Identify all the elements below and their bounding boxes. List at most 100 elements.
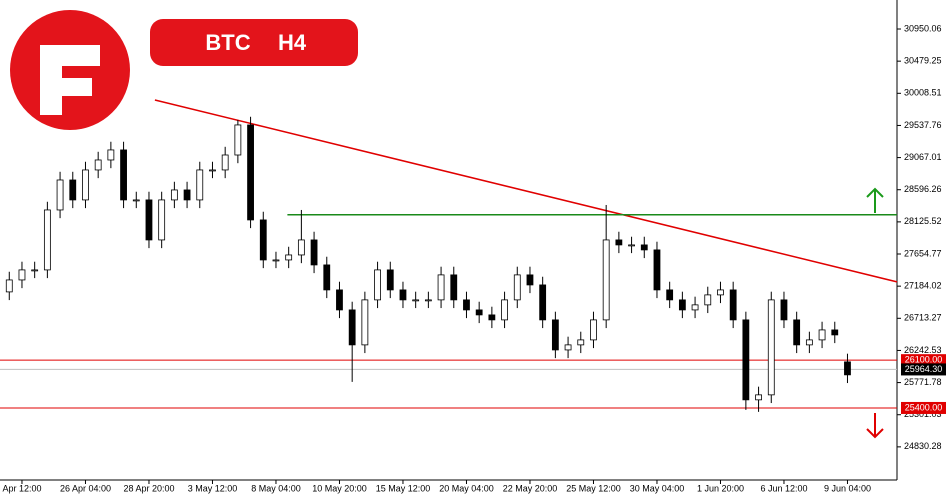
candle-body — [82, 169, 89, 201]
y-tick-label: 24830.28 — [904, 441, 942, 451]
candle-body — [513, 274, 521, 301]
level-label-bg — [901, 354, 946, 367]
candle-body — [717, 289, 724, 296]
candle-body — [628, 244, 635, 247]
badge: BTC H4 — [150, 19, 358, 66]
candle-body — [69, 179, 77, 201]
y-tick-label: 28125.52 — [904, 216, 942, 226]
candle-body — [640, 244, 648, 251]
candle-body — [780, 299, 788, 321]
candle-body — [704, 294, 712, 306]
y-tick-label: 30950.06 — [904, 23, 942, 33]
level-label-bg — [901, 401, 946, 414]
x-tick-label: 15 May 12:00 — [376, 483, 431, 493]
y-tick-label: 29067.01 — [904, 152, 942, 162]
candle-body — [818, 329, 826, 341]
candle-body — [310, 239, 318, 266]
y-tick-label: 27654.77 — [904, 248, 942, 258]
x-tick-label: 10 May 20:00 — [312, 483, 367, 493]
level-label: 25400.00 — [905, 402, 943, 412]
y-tick-label: 25301.03 — [904, 409, 942, 419]
candle-body — [691, 304, 699, 311]
candle-body — [666, 289, 674, 301]
candle-body — [272, 259, 280, 262]
x-tick-label: 8 May 04:00 — [251, 483, 301, 493]
y-tick-label: 25771.78 — [904, 377, 942, 387]
trendline — [154, 99, 898, 283]
y-tick-label: 30479.25 — [904, 56, 942, 66]
plot — [0, 99, 898, 412]
candle-body — [475, 309, 483, 316]
candle-body — [259, 219, 267, 261]
candle-body — [501, 299, 508, 321]
y-tick-label: 26242.53 — [904, 345, 942, 355]
candle-body — [221, 154, 229, 171]
x-tick-label: 9 Jun 04:00 — [824, 483, 871, 493]
candle-body — [653, 249, 661, 291]
candle-body — [615, 239, 623, 246]
candle-body — [831, 329, 839, 336]
y-tick-label: 29537.76 — [904, 120, 942, 130]
x-tick-label: 30 May 04:00 — [630, 483, 685, 493]
candle-body — [678, 299, 686, 311]
x-tick-label: 1 Jun 20:00 — [697, 483, 744, 493]
x-tick-label: 25 May 12:00 — [566, 483, 621, 493]
candle-body — [590, 319, 597, 341]
candle-body — [412, 299, 420, 302]
candle-body — [463, 299, 470, 311]
candle-body — [297, 239, 305, 256]
logo — [10, 10, 130, 130]
candle-body — [209, 169, 216, 172]
candle-body — [564, 344, 572, 351]
candle-body — [539, 284, 547, 321]
candle-body — [196, 169, 204, 201]
candle-body — [132, 199, 140, 202]
candle-body — [437, 274, 445, 301]
arrow-down — [866, 413, 884, 439]
candle-body — [18, 269, 26, 281]
candle-body — [94, 159, 102, 171]
candle-body — [31, 269, 39, 272]
x-tick-label: 6 Jun 12:00 — [760, 483, 807, 493]
candle-body — [551, 319, 559, 351]
timeframe: H4 — [278, 30, 307, 55]
y-tick-label: 28596.26 — [904, 184, 942, 194]
candle-body — [602, 239, 610, 321]
candle-body — [361, 299, 369, 346]
candle-body — [450, 274, 458, 301]
candle-body — [183, 189, 191, 201]
x-tick-label: 3 May 12:00 — [188, 483, 238, 493]
candle-body — [43, 209, 51, 271]
candle-body — [729, 289, 737, 321]
candle-body — [145, 199, 153, 241]
candle-body — [323, 264, 331, 291]
candle-body — [742, 319, 750, 401]
candle-body — [526, 274, 534, 286]
candle-body — [285, 254, 293, 261]
y-tick-label: 26713.27 — [904, 313, 942, 323]
y-tick-label: 27184.02 — [904, 281, 942, 291]
candle-body — [755, 394, 762, 401]
candle-body — [424, 299, 432, 302]
candle-body — [107, 149, 115, 161]
candle-body — [158, 199, 166, 241]
candle-body — [5, 279, 13, 293]
candle-body — [56, 179, 64, 211]
y-tick-label: 30008.51 — [904, 88, 942, 98]
x-tick-label: 22 May 20:00 — [503, 483, 558, 493]
candle-body — [234, 124, 242, 156]
candle-body — [767, 299, 775, 396]
x-tick-label: Apr 12:00 — [2, 483, 41, 493]
candle-body — [488, 314, 496, 321]
current-price-bg — [901, 363, 946, 376]
x-tick-label: 26 Apr 04:00 — [60, 483, 111, 493]
candle-body — [170, 189, 178, 201]
level-label: 26100.00 — [905, 355, 943, 365]
current-price-label: 25964.30 — [905, 364, 943, 374]
candle-body — [374, 269, 381, 301]
symbol: BTC — [205, 30, 250, 55]
candle-body — [336, 289, 343, 311]
candle-body — [577, 339, 585, 346]
candle-body — [120, 149, 127, 201]
candle-body — [793, 319, 801, 346]
